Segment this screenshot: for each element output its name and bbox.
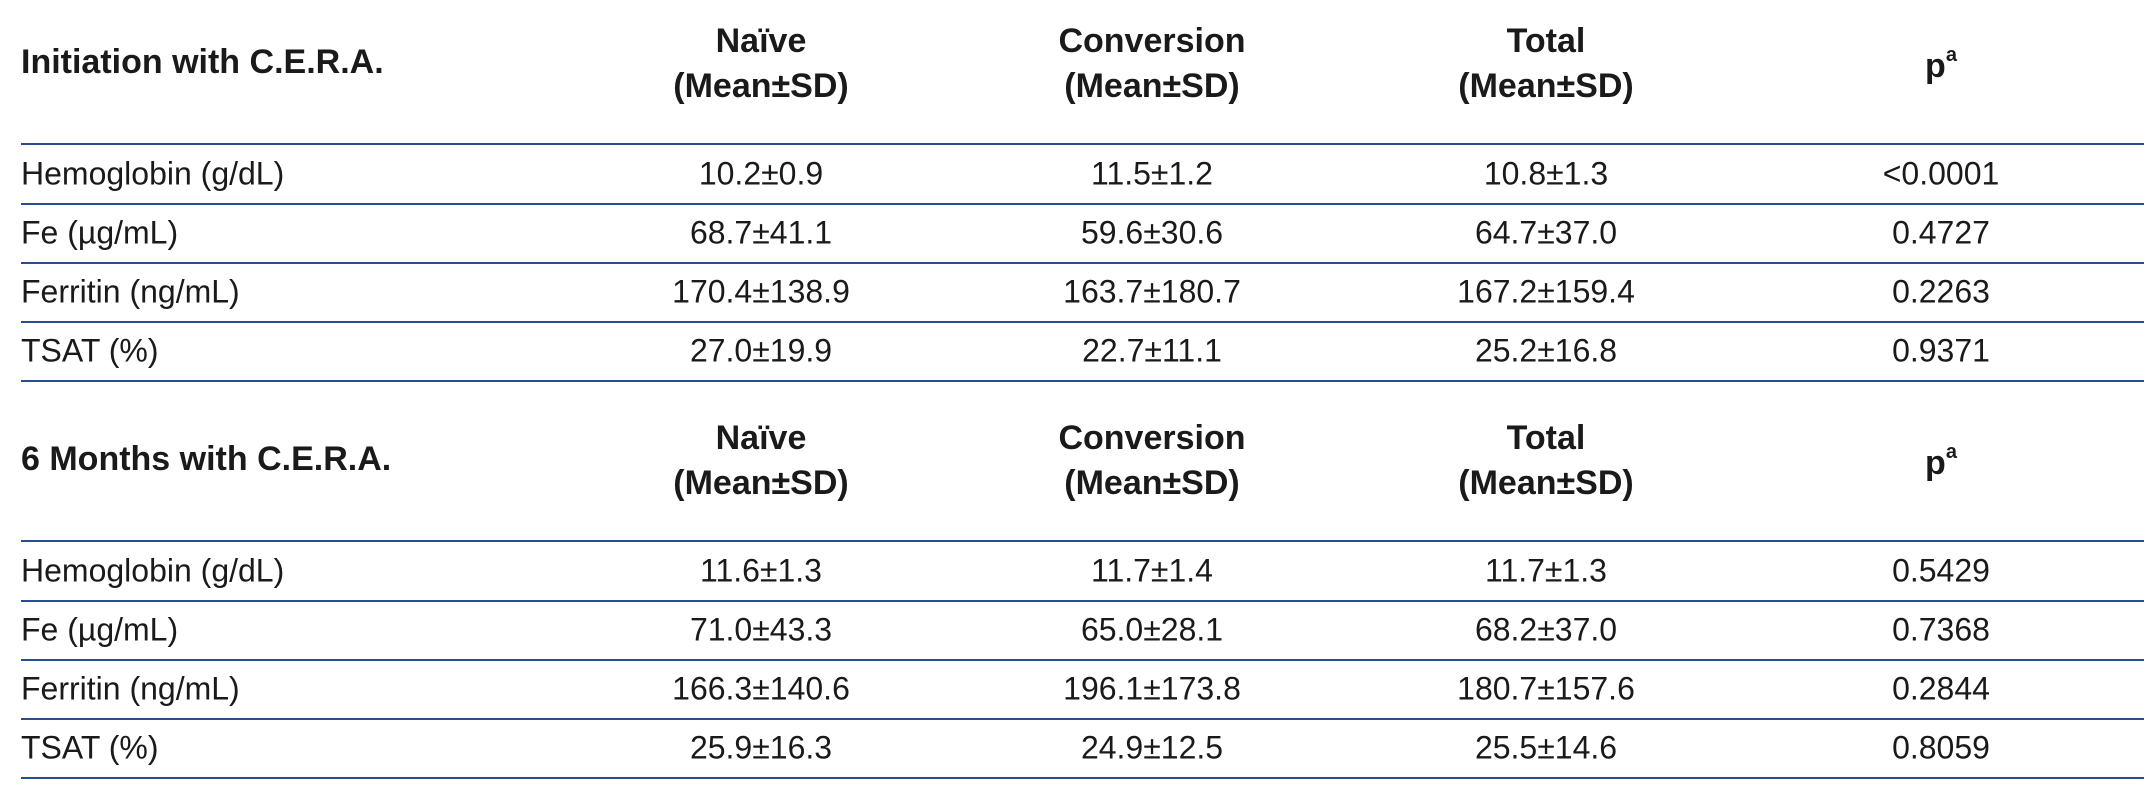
cell-value: 65.0±28.1 [1081, 611, 1223, 647]
p-header: pa [1925, 44, 1958, 85]
cell-value: 10.2±0.9 [699, 155, 823, 191]
column-header: (Mean±SD) [673, 464, 848, 502]
column-header: Conversion [1058, 419, 1245, 457]
p-superscript: a [1946, 441, 1958, 463]
column-header: Naïve [716, 419, 807, 457]
p-label: p [1925, 47, 1946, 85]
cell-value: 11.7±1.4 [1091, 552, 1213, 588]
cell-value: 25.9±16.3 [690, 729, 832, 765]
cell-value: 64.7±37.0 [1475, 214, 1617, 250]
cell-value: 10.8±1.3 [1484, 155, 1608, 191]
cell-value: 59.6±30.6 [1081, 214, 1223, 250]
cell-value: 11.6±1.3 [700, 552, 822, 588]
cell-value: 27.0±19.9 [690, 332, 832, 368]
cell-value: 163.7±180.7 [1063, 273, 1241, 309]
column-header: Conversion [1058, 22, 1245, 60]
cell-value: 25.5±14.6 [1475, 729, 1617, 765]
cell-value: 68.7±41.1 [690, 214, 832, 250]
cell-value: 22.7±11.1 [1082, 332, 1222, 368]
p-header: pa [1925, 441, 1958, 482]
cell-value: <0.0001 [1883, 155, 2000, 191]
column-header: (Mean±SD) [1064, 464, 1239, 502]
column-header: (Mean±SD) [673, 67, 848, 105]
cell-value: 11.7±1.3 [1485, 552, 1607, 588]
cell-value: 0.4727 [1892, 214, 1990, 250]
cell-value: 68.2±37.0 [1475, 611, 1617, 647]
row-label: Ferritin (ng/mL) [21, 670, 240, 706]
cell-value: 0.2263 [1892, 273, 1990, 309]
column-header: (Mean±SD) [1458, 67, 1633, 105]
cell-value: 24.9±12.5 [1081, 729, 1223, 765]
cell-value: 170.4±138.9 [672, 273, 850, 309]
column-header: (Mean±SD) [1458, 464, 1633, 502]
cell-value: 0.2844 [1892, 670, 1990, 706]
row-label: Fe (µg/mL) [21, 214, 178, 250]
row-label: TSAT (%) [21, 332, 158, 368]
row-label: Fe (µg/mL) [21, 611, 178, 647]
cell-value: 0.7368 [1892, 611, 1990, 647]
section-title: 6 Months with C.E.R.A. [21, 440, 391, 478]
row-label: Hemoglobin (g/dL) [21, 552, 284, 588]
cell-value: 71.0±43.3 [690, 611, 832, 647]
cell-value: 196.1±173.8 [1063, 670, 1241, 706]
p-label: p [1925, 444, 1946, 482]
cell-value: 167.2±159.4 [1457, 273, 1635, 309]
row-label: Ferritin (ng/mL) [21, 273, 240, 309]
cell-value: 180.7±157.6 [1457, 670, 1635, 706]
row-label: Hemoglobin (g/dL) [21, 155, 284, 191]
column-header: (Mean±SD) [1064, 67, 1239, 105]
column-header: Naïve [716, 22, 807, 60]
column-header: Total [1507, 419, 1586, 457]
p-superscript: a [1946, 44, 1958, 66]
cell-value: 166.3±140.6 [672, 670, 850, 706]
cell-value: 0.8059 [1892, 729, 1990, 765]
cell-value: 25.2±16.8 [1475, 332, 1617, 368]
cell-value: 11.5±1.2 [1091, 155, 1213, 191]
column-header: Total [1507, 22, 1586, 60]
row-label: TSAT (%) [21, 729, 158, 765]
cell-value: 0.9371 [1892, 332, 1990, 368]
cell-value: 0.5429 [1892, 552, 1990, 588]
section-title: Initiation with C.E.R.A. [21, 43, 384, 81]
